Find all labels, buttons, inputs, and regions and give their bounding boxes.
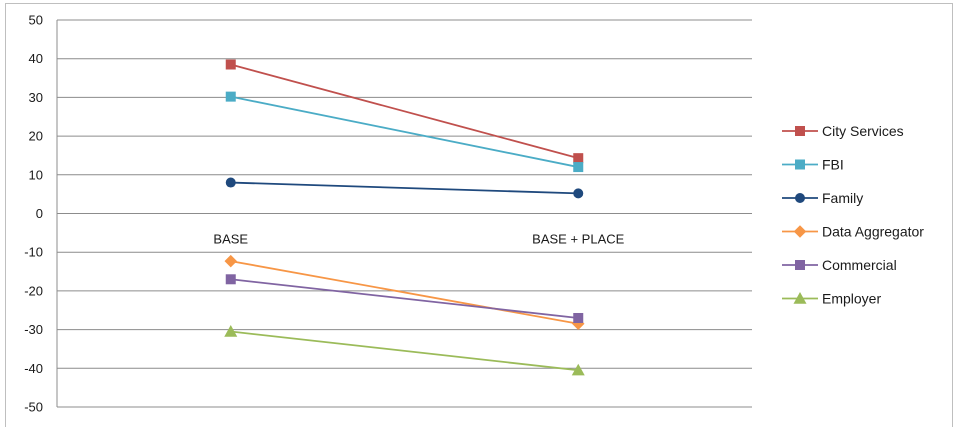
data-point	[224, 325, 238, 337]
y-tick-label: -50	[24, 400, 43, 415]
legend-marker	[795, 193, 805, 203]
y-tick-label: 30	[29, 90, 43, 105]
series-line	[230, 63, 579, 160]
series-line	[230, 181, 579, 195]
data-point	[573, 312, 584, 323]
chart-frame	[5, 3, 953, 427]
legend-label: Commercial	[822, 257, 897, 273]
series-line	[230, 260, 579, 325]
legend-marker	[795, 260, 805, 270]
data-point	[573, 153, 584, 164]
y-tick-label: -10	[24, 245, 43, 260]
legend-marker	[795, 159, 805, 170]
legend-label: City Services	[822, 123, 904, 139]
legend-marker	[793, 292, 807, 304]
data-point	[225, 274, 236, 285]
data-point	[224, 254, 237, 268]
x-category-label: BASE + PLACE	[532, 232, 624, 247]
x-category-labels: BASE BASE + PLACE	[213, 232, 624, 247]
y-tick-label: 20	[29, 129, 43, 144]
x-category-label: BASE	[213, 232, 248, 247]
gridlines	[57, 19, 752, 408]
data-point	[225, 177, 236, 188]
legend: City Services FBI Family Data Aggregator Com…	[782, 123, 924, 307]
series-line	[230, 330, 579, 372]
y-tick-label: 0	[36, 206, 43, 221]
data-point	[225, 59, 236, 70]
y-tick-label: -20	[24, 283, 43, 298]
data-point	[573, 162, 584, 173]
y-tick-label: -40	[24, 361, 43, 376]
y-tick-label: 50	[29, 13, 43, 28]
legend-marker	[795, 126, 805, 136]
y-tick-label: 10	[29, 167, 43, 182]
y-tick-labels: -50 -40 -30 -20 -10 0 10 20 30 40 50	[24, 13, 43, 415]
data-point	[225, 91, 236, 102]
series-lines	[224, 59, 585, 376]
legend-label: FBI	[822, 157, 844, 173]
y-tick-label: -30	[24, 322, 43, 337]
legend-label: Family	[822, 190, 863, 206]
legend-marker	[793, 225, 807, 238]
series-line	[230, 95, 579, 168]
y-tick-label: 40	[29, 51, 43, 66]
data-point	[571, 363, 585, 376]
legend-label: Data Aggregator	[822, 224, 924, 240]
data-point	[573, 188, 584, 199]
series-line	[230, 278, 579, 319]
legend-label: Employer	[822, 291, 881, 307]
